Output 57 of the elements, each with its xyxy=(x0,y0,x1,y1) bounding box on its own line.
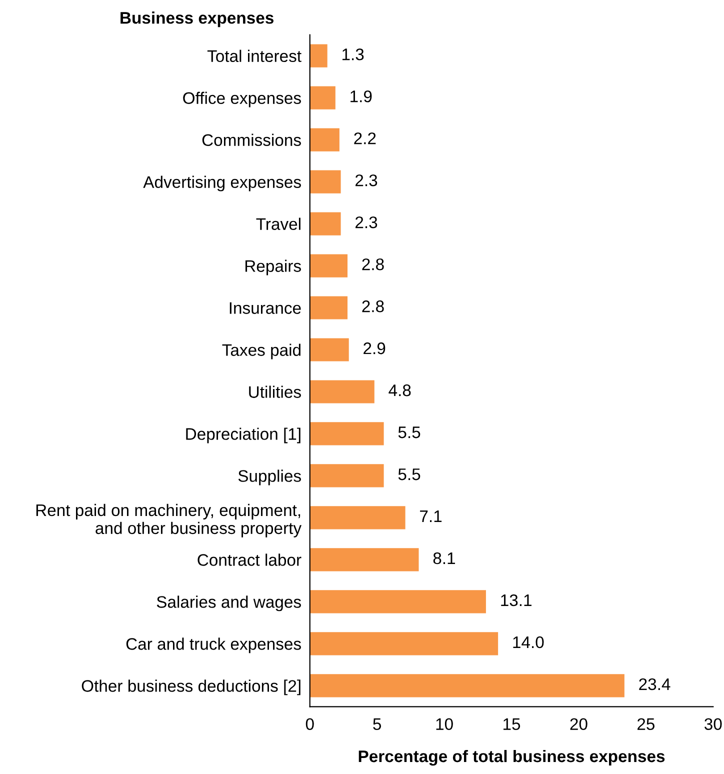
y-tick-label: Repairs xyxy=(245,260,301,276)
y-tick-label: Office expenses xyxy=(183,92,301,108)
y-axis-title: Business expenses xyxy=(120,12,274,28)
data-label: 23.4 xyxy=(639,678,670,690)
x-tick-label: 0 xyxy=(306,718,314,730)
x-tick-label: 30 xyxy=(704,718,722,730)
x-tick-label: 5 xyxy=(373,718,382,730)
y-tick-label: Car and truck expenses xyxy=(126,638,301,654)
data-label: 14.0 xyxy=(513,636,544,648)
bar xyxy=(310,296,348,320)
data-label: 7.1 xyxy=(420,510,442,522)
y-tick-label: Other business deductions [2] xyxy=(82,680,300,696)
bar xyxy=(310,86,336,110)
data-label: 5.5 xyxy=(398,468,420,480)
y-tick-label: Depreciation [1] xyxy=(186,428,300,444)
bar xyxy=(310,422,384,446)
data-label: 2.8 xyxy=(362,258,384,270)
data-label: 1.9 xyxy=(350,90,372,102)
bar xyxy=(310,338,349,362)
y-tick-label: Salaries and wages xyxy=(156,596,301,612)
bar xyxy=(310,674,624,698)
x-tick-label: 20 xyxy=(570,718,588,730)
y-tick-label: Supplies xyxy=(238,470,301,486)
x-axis-title: Percentage of total business expenses xyxy=(358,750,665,766)
data-label: 5.5 xyxy=(398,426,420,438)
bar xyxy=(310,632,498,656)
y-tick-label: Contract labor xyxy=(198,554,302,566)
data-label: 8.1 xyxy=(433,552,455,564)
bar xyxy=(310,254,348,278)
bar xyxy=(310,380,374,404)
bar xyxy=(310,128,340,152)
y-tick-label: Rent paid on machinery, equipment, and other business property xyxy=(36,504,302,538)
x-tick-label: 25 xyxy=(638,718,654,730)
bar xyxy=(310,590,486,614)
data-label: 2.2 xyxy=(354,132,376,144)
data-label: 4.8 xyxy=(388,384,411,396)
bar xyxy=(310,170,341,194)
bar xyxy=(310,548,419,572)
y-tick-label: Utilities xyxy=(249,386,301,398)
data-label: 2.9 xyxy=(364,342,386,354)
data-label: 2.3 xyxy=(356,216,378,228)
y-tick-label: Commissions xyxy=(202,134,301,146)
y-tick-label: Travel xyxy=(256,218,300,230)
x-tick-label: 15 xyxy=(504,718,520,730)
y-tick-label: Taxes paid xyxy=(222,344,300,360)
y-tick-label: Insurance xyxy=(230,302,301,314)
bar xyxy=(310,44,328,68)
bar xyxy=(310,464,384,488)
data-label: 2.8 xyxy=(362,300,384,312)
data-label: 13.1 xyxy=(501,594,532,606)
bar xyxy=(310,212,341,236)
bar xyxy=(310,506,406,530)
y-tick-label: Advertising expenses xyxy=(143,176,301,192)
data-label: 2.3 xyxy=(356,174,378,186)
y-tick-label: Total interest xyxy=(207,50,302,62)
x-tick-label: 10 xyxy=(436,718,453,730)
data-label: 1.3 xyxy=(342,48,364,60)
